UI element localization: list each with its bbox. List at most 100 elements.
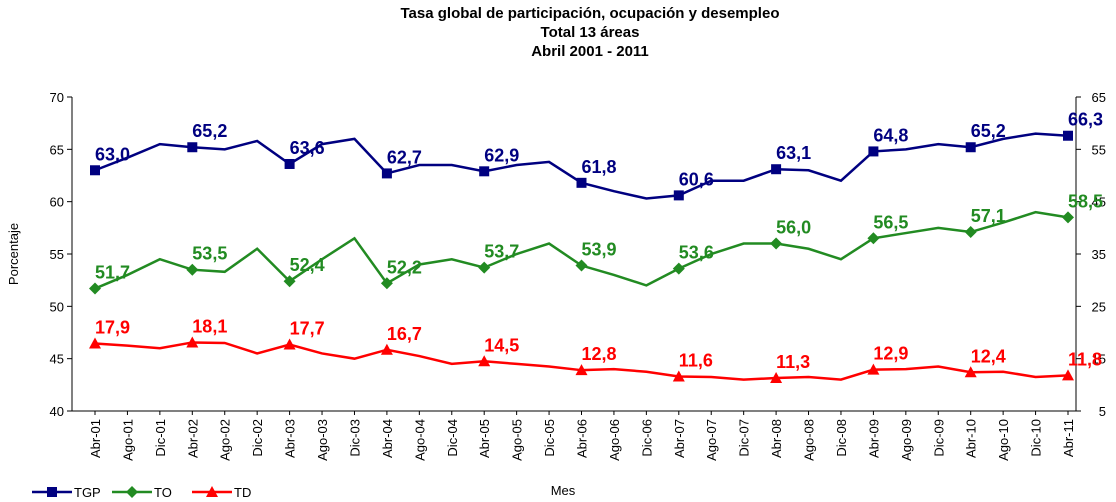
x-tick-label: Dic-01 [153,419,168,457]
y-tick-label: 65 [50,142,64,157]
point-marker [965,142,976,153]
value-label: 56,0 [776,218,811,238]
point-marker [1062,369,1074,381]
x-tick-label: Ago-01 [120,419,135,461]
point-marker [868,146,879,157]
value-label: 17,7 [290,319,325,339]
x-tick-label: Dic-06 [639,419,654,457]
value-label: 66,3 [1068,110,1103,130]
point-marker [770,372,783,384]
point-marker [381,168,392,179]
x-tick-label: Dic-03 [347,419,362,457]
point-marker [479,166,490,177]
value-label: 64,8 [873,125,908,145]
y-tick-label: 55 [50,247,64,262]
y-tick-label: 50 [50,299,64,314]
value-label: 61,8 [582,157,617,177]
value-label: 60,6 [679,169,714,189]
value-label: 16,7 [387,324,422,344]
x-tick-label: Ago-06 [607,419,622,461]
x-tick-label: Abr-07 [672,419,687,458]
x-tick-label: Dic-04 [445,419,460,457]
point-marker [89,337,101,349]
value-label: 51,7 [95,263,130,283]
x-tick-label: Dic-05 [542,419,557,457]
point-marker [284,158,295,169]
y-tick-label: 60 [50,195,64,210]
x-tick-label: Abr-03 [283,419,298,458]
x-tick-label: Abr-06 [575,419,590,458]
value-label: 65,2 [971,121,1006,141]
value-label: 12,8 [582,344,617,364]
x-tick-label: Ago-04 [412,419,427,461]
y2-tick-label: 55 [1092,142,1106,157]
x-tick-label: Abr-10 [964,419,979,458]
point-marker [478,261,491,274]
point-marker [575,259,588,272]
y2-tick-label: 35 [1092,247,1106,262]
y-tick-label: 70 [50,90,64,105]
point-marker [1062,211,1074,224]
point-marker [1063,130,1073,141]
x-tick-label: Dic-09 [931,419,946,457]
x-tick-label: Dic-10 [1029,419,1044,457]
point-marker [770,237,783,250]
point-marker [964,226,977,239]
x-tick-label: Abr-01 [88,419,103,458]
x-tick-label: Dic-08 [834,419,849,457]
y2-tick-label: 45 [1092,195,1106,210]
value-label: 11,3 [776,352,810,372]
point-marker [380,277,393,290]
value-label: 58,5 [1068,191,1103,211]
x-tick-label: Abr-09 [866,419,881,458]
y-tick-label: 40 [50,404,64,419]
point-marker [771,164,782,175]
legend-label: TO [154,485,172,500]
value-label: 57,1 [971,206,1006,226]
value-label: 12,4 [971,346,1006,366]
value-label: 11,6 [679,350,713,370]
point-marker [187,142,198,153]
y2-tick-label: 25 [1092,299,1106,314]
x-tick-label: Ago-08 [802,419,817,461]
value-label: 53,9 [582,240,617,260]
x-tick-label: Abr-08 [769,419,784,458]
value-label: 52,2 [387,257,422,277]
chart-subtitle: Abril 2001 - 2011 [531,43,649,60]
y-axis-label: Porcentaje [6,223,21,285]
x-axis-label: Mes [551,483,576,498]
point-marker [186,336,199,348]
x-tick-label: Dic-07 [737,419,752,457]
chart-title: Tasa global de participación, ocupación … [401,5,780,22]
value-label: 63,6 [290,138,325,158]
chart-subtitle: Total 13 áreas [541,24,640,41]
value-label: 14,5 [484,335,519,355]
value-label: 65,2 [192,121,227,141]
value-label: 62,9 [484,145,519,165]
value-label: 18,1 [192,316,227,336]
x-tick-label: Ago-09 [899,419,914,461]
value-label: 53,6 [679,243,714,263]
point-marker [867,363,880,375]
point-marker [283,275,296,288]
point-marker [283,338,296,350]
x-tick-label: Ago-10 [996,419,1011,461]
value-label: 11,8 [1068,349,1102,369]
legend-marker [47,487,57,497]
x-tick-label: Abr-11 [1061,419,1076,457]
y-tick-label: 45 [50,352,64,367]
legend-label: TD [234,485,251,500]
point-marker [89,282,101,295]
point-marker [672,262,685,275]
x-tick-label: Abr-02 [185,419,200,458]
legend-label: TGP [74,485,101,500]
y2-tick-label: 65 [1092,90,1106,105]
value-label: 53,7 [484,242,519,262]
point-marker [673,190,684,201]
point-marker [964,366,977,378]
point-marker [380,343,393,355]
x-tick-label: Ago-02 [218,419,233,461]
value-label: 63,1 [776,143,811,163]
point-marker [576,177,587,188]
